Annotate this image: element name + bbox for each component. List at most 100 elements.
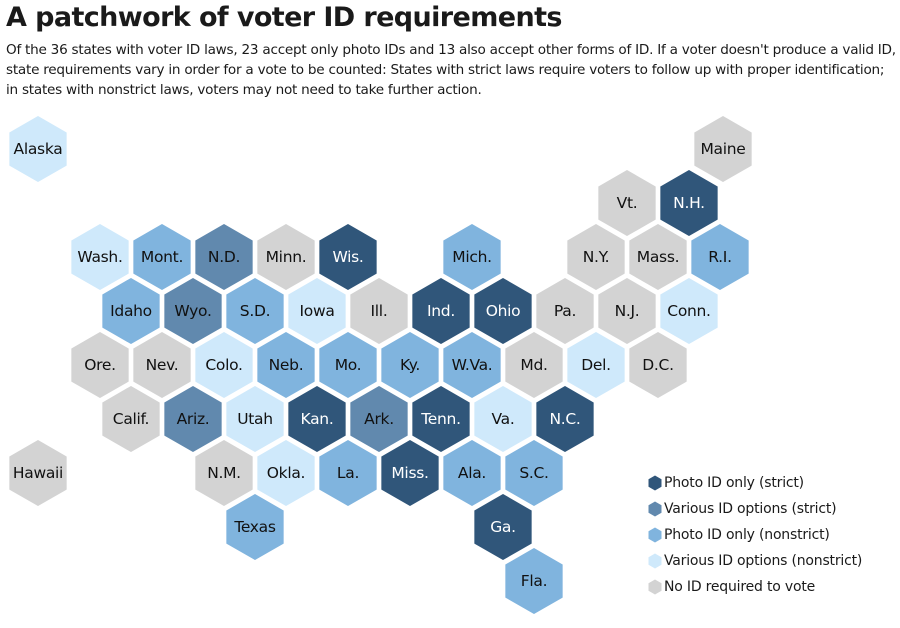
state-hex-okla: Okla. (254, 437, 318, 509)
state-hex-maine: Maine (691, 113, 755, 185)
state-hex-wis: Wis. (316, 221, 380, 293)
state-label: N.M. (207, 464, 241, 482)
state-label: Iowa (299, 302, 334, 320)
state-label: Mo. (335, 356, 362, 374)
state-hex-ky: Ky. (378, 329, 442, 401)
state-hex-md: Md. (502, 329, 566, 401)
hex-shape (316, 329, 380, 401)
legend-hex-icon (648, 579, 662, 595)
state-hex-s-d: S.D. (223, 275, 287, 347)
state-hexes: Alaska Maine Vt. N.H. Wash. Mont. N.D. Minn. Wis… (6, 113, 755, 617)
state-hex-utah: Utah (223, 383, 287, 455)
hex-shape (378, 329, 442, 401)
state-label: Fla. (521, 572, 547, 590)
hex-shape (192, 437, 256, 509)
hex-shape (378, 437, 442, 509)
state-label: Minn. (266, 248, 307, 266)
state-label: Ga. (490, 518, 516, 536)
legend-item-photo-strict: Photo ID only (strict) (648, 475, 804, 491)
state-hex-conn: Conn. (657, 275, 721, 347)
state-hex-vt: Vt. (595, 167, 659, 239)
legend-label: No ID required to vote (664, 579, 815, 595)
hex-shape (223, 383, 287, 455)
state-hex-colo: Colo. (192, 329, 256, 401)
subtitle: Of the 36 states with voter ID laws, 23 … (6, 42, 896, 98)
state-label: Okla. (267, 464, 305, 482)
hex-shape (161, 383, 225, 455)
state-hex-ala: Ala. (440, 437, 504, 509)
state-label: Del. (581, 356, 611, 374)
state-label: Mass. (637, 248, 679, 266)
state-label: Tenn. (420, 410, 460, 428)
legend-item-various-nonstrict: Various ID options (nonstrict) (648, 553, 862, 569)
legend-label: Photo ID only (strict) (664, 475, 804, 491)
state-hex-fla: Fla. (502, 545, 566, 617)
hex-shape (502, 329, 566, 401)
state-hex-iowa: Iowa (285, 275, 349, 347)
state-hex-s-c: S.C. (502, 437, 566, 509)
state-label: Pa. (554, 302, 576, 320)
state-hex-texas: Texas (223, 491, 287, 563)
hex-shape (471, 275, 535, 347)
state-hex-mont: Mont. (130, 221, 194, 293)
state-hex-neb: Neb. (254, 329, 318, 401)
state-hex-n-m: N.M. (192, 437, 256, 509)
hex-shape (285, 383, 349, 455)
state-hex-ore: Ore. (68, 329, 132, 401)
state-label: Vt. (617, 194, 638, 212)
hex-shape (99, 383, 163, 455)
state-hex-ark: Ark. (347, 383, 411, 455)
hex-shape (471, 383, 535, 455)
state-hex-n-y: N.Y. (564, 221, 628, 293)
hex-shape (192, 221, 256, 293)
state-hex-wyo: Wyo. (161, 275, 225, 347)
hex-shape (99, 275, 163, 347)
state-label: Maine (700, 140, 745, 158)
state-label: Kan. (301, 410, 334, 428)
state-label: N.D. (208, 248, 240, 266)
state-label: Wash. (77, 248, 122, 266)
legend-label: Various ID options (strict) (664, 501, 836, 517)
state-label: N.H. (673, 194, 705, 212)
state-hex-calif: Calif. (99, 383, 163, 455)
state-label: Ky. (400, 356, 420, 374)
state-hex-nev: Nev. (130, 329, 194, 401)
hex-shape (192, 329, 256, 401)
state-label: Utah (237, 410, 273, 428)
hex-shape (254, 329, 318, 401)
hex-shape (316, 221, 380, 293)
state-hex-idaho: Idaho (99, 275, 163, 347)
state-hex-mass: Mass. (626, 221, 690, 293)
state-label: Ore. (84, 356, 116, 374)
state-label: N.J. (615, 302, 640, 320)
hex-shape (68, 329, 132, 401)
state-label: Wis. (332, 248, 363, 266)
legend-hex-icon (648, 553, 662, 569)
state-label: Ariz. (177, 410, 210, 428)
hex-shape (440, 329, 504, 401)
state-hex-n-d: N.D. (192, 221, 256, 293)
state-hex-ind: Ind. (409, 275, 473, 347)
state-hex-la: La. (316, 437, 380, 509)
state-label: Mont. (141, 248, 183, 266)
hex-shape (595, 167, 659, 239)
state-hex-ohio: Ohio (471, 275, 535, 347)
hex-shape (6, 113, 70, 185)
state-hex-mo: Mo. (316, 329, 380, 401)
state-label: N.C. (549, 410, 580, 428)
state-hex-alaska: Alaska (6, 113, 70, 185)
state-label: Ill. (371, 302, 388, 320)
legend-label: Various ID options (nonstrict) (664, 553, 862, 569)
hex-shape (502, 545, 566, 617)
state-label: Calif. (113, 410, 149, 428)
state-hex-minn: Minn. (254, 221, 318, 293)
hex-shape (254, 437, 318, 509)
state-label: R.I. (708, 248, 731, 266)
hex-shape (657, 167, 721, 239)
hex-shape (626, 221, 690, 293)
hex-shape (564, 221, 628, 293)
hex-shape (691, 113, 755, 185)
hex-shape (409, 275, 473, 347)
state-label: N.Y. (583, 248, 610, 266)
hex-shape (502, 437, 566, 509)
